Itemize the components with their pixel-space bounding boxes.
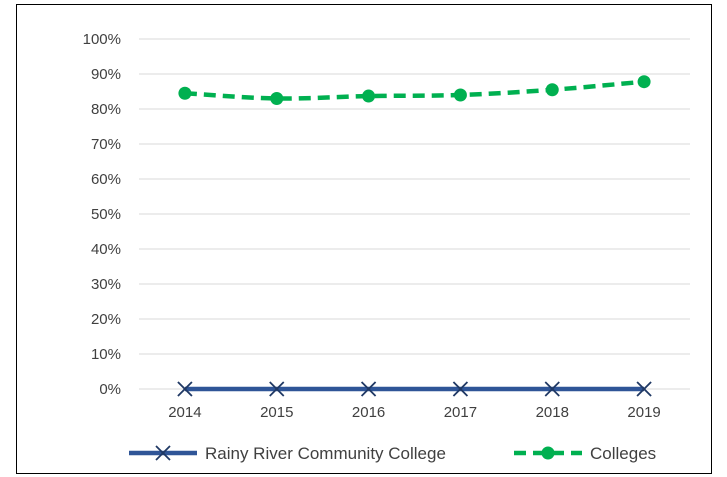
x-tick-label: 2017 xyxy=(444,404,477,421)
data-point xyxy=(178,86,192,100)
marker-stroke xyxy=(269,381,285,397)
legend-item: Colleges xyxy=(514,444,656,463)
line-chart: 0%10%20%30%40%50%60%70%80%90%100% 2014 20… xyxy=(83,31,690,463)
y-tick-label: 80% xyxy=(91,101,121,118)
legend-marker xyxy=(541,446,555,460)
gridlines xyxy=(139,38,690,390)
y-tick-label: 90% xyxy=(91,66,121,83)
y-axis-tick-labels: 0% 10% 20% 30% 40% 50% 60% 70% 80% 90% 100% xyxy=(83,31,121,398)
y-tick-label: 0% xyxy=(99,381,121,398)
legend-label: Colleges xyxy=(590,444,656,463)
data-point xyxy=(177,381,193,397)
data-point xyxy=(545,83,559,97)
series-colleges xyxy=(178,75,651,105)
data-point xyxy=(270,92,284,105)
x-tick-label: 2018 xyxy=(536,404,569,421)
marker-stroke xyxy=(177,381,193,397)
marker-stroke xyxy=(452,381,469,397)
legend-label: Rainy River Community College xyxy=(205,444,446,463)
data-point xyxy=(453,88,467,102)
y-tick-label: 30% xyxy=(91,276,121,293)
y-tick-label: 20% xyxy=(91,311,121,328)
y-tick-label: 70% xyxy=(91,136,121,153)
data-point xyxy=(636,381,652,397)
marker-stroke xyxy=(360,381,377,397)
series-line xyxy=(184,79,645,101)
marker-stroke xyxy=(636,381,652,397)
series-lines xyxy=(177,75,652,397)
y-tick-label: 100% xyxy=(83,31,121,48)
legend-item: Rainy River Community College xyxy=(129,444,446,463)
legend-marker xyxy=(155,445,171,461)
data-point xyxy=(544,381,560,397)
x-tick-label: 2019 xyxy=(627,404,660,421)
data-point xyxy=(452,381,469,397)
x-axis-tick-labels: 2014 2015 2016 2017 2018 2019 xyxy=(168,404,661,421)
y-tick-label: 40% xyxy=(91,241,121,258)
data-point xyxy=(269,381,285,397)
chart-frame: 0% 10% 20% 30% 40% 50% 60% 70% 80% 90% 100% 2014 20… xyxy=(16,4,712,474)
data-point xyxy=(362,89,376,103)
marker-stroke xyxy=(544,381,560,397)
y-tick-label: 60% xyxy=(91,171,121,188)
x-tick-label: 2014 xyxy=(168,404,201,421)
y-tick-label: 10% xyxy=(91,346,121,363)
data-point xyxy=(637,75,651,89)
series-rainy-river-community-college xyxy=(177,381,652,397)
marker-stroke xyxy=(155,445,171,461)
x-tick-label: 2015 xyxy=(260,404,293,421)
y-tick-label: 50% xyxy=(91,206,121,223)
x-tick-label: 2016 xyxy=(352,404,385,421)
legend: Rainy River Community College Colleges xyxy=(129,444,656,463)
data-point xyxy=(360,381,377,397)
